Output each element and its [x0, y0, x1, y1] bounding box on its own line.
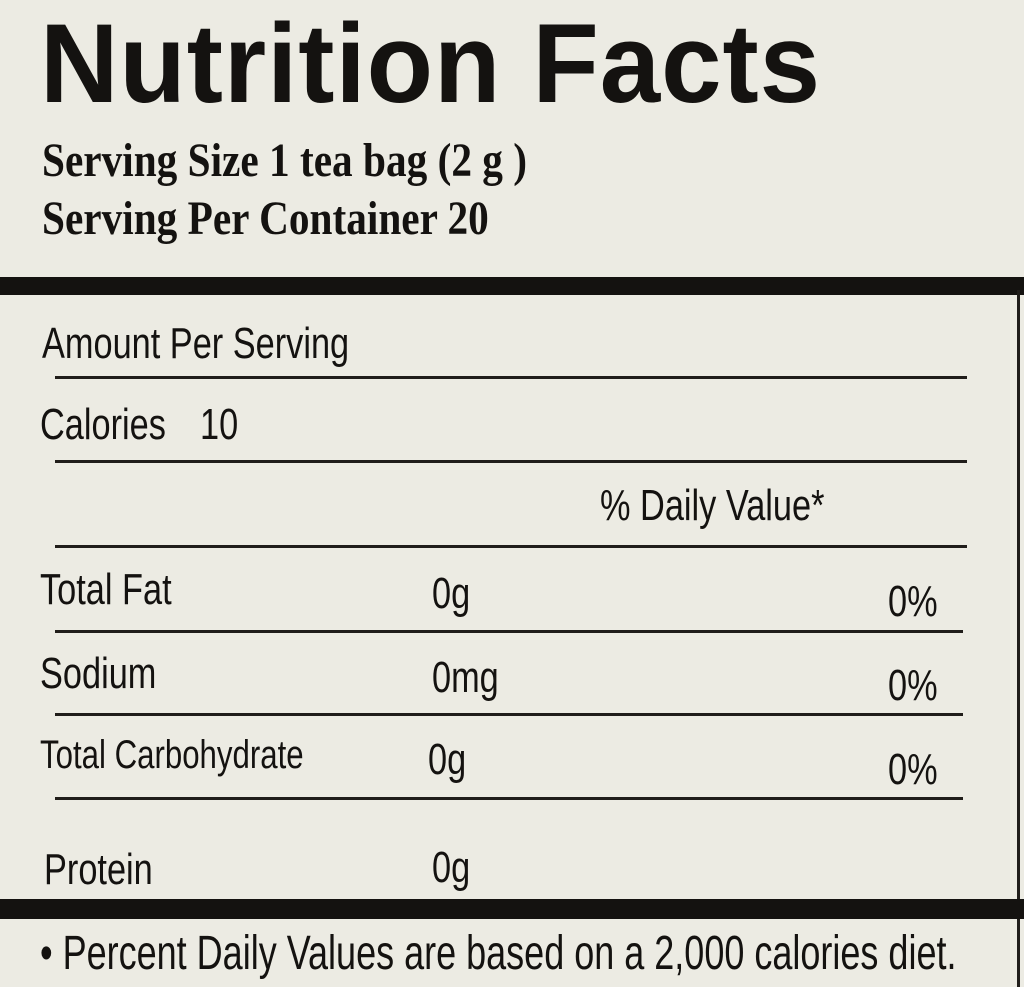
divider	[55, 376, 967, 379]
servings-per-container: Serving Per Container 20	[42, 192, 489, 245]
nutrient-amount-total-carbohydrate: 0g	[428, 735, 467, 784]
nutrient-dv-total-carbohydrate: 0%	[888, 745, 938, 794]
thick-divider-top	[0, 277, 1024, 295]
nutrient-amount-total-fat: 0g	[432, 569, 471, 618]
calories-label: Calories	[40, 400, 166, 449]
divider	[55, 460, 967, 463]
divider	[55, 713, 963, 716]
serving-size: Serving Size 1 tea bag (2 g )	[42, 134, 527, 187]
nutrient-name-sodium: Sodium	[40, 649, 157, 698]
amount-per-serving: Amount Per Serving	[42, 319, 350, 368]
footnote: • Percent Daily Values are based on a 2,…	[40, 927, 957, 980]
daily-value-header: % Daily Value*	[600, 481, 825, 530]
divider	[55, 630, 963, 633]
nutrient-name-total-fat: Total Fat	[40, 565, 172, 614]
nutrient-amount-sodium: 0mg	[432, 653, 499, 702]
calories-value: 10	[200, 400, 239, 449]
nutrient-name-protein: Protein	[44, 845, 153, 894]
thick-divider-bottom	[0, 899, 1024, 919]
divider	[55, 797, 963, 800]
right-border	[1017, 290, 1020, 987]
nutrient-dv-sodium: 0%	[888, 661, 938, 710]
nutrient-name-total-carbohydrate: Total Carbohydrate	[40, 733, 304, 777]
divider	[55, 545, 967, 548]
label-title: Nutrition Facts	[40, 1, 822, 126]
nutrient-dv-total-fat: 0%	[888, 577, 938, 626]
nutrient-amount-protein: 0g	[432, 843, 471, 892]
